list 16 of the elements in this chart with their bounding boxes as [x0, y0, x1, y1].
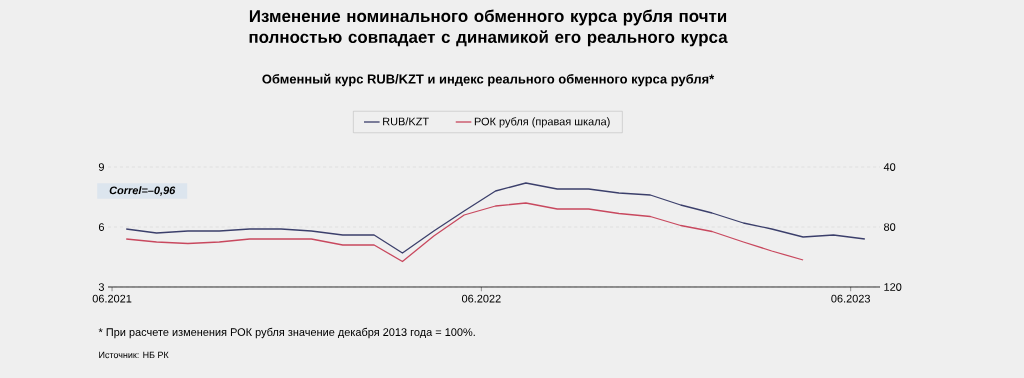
- y-tick-label: 9: [98, 163, 104, 171]
- y-tick-label: 6: [98, 223, 104, 231]
- text: * При расчете изменения РОК рубля значение декабря 2013 года = 100%.: [98, 327, 475, 339]
- chart-subtitle: Обменный курс RUB/KZT и индекс реального обменного курса рубля*: [262, 73, 715, 87]
- legend-label: RUB/KZT: [383, 117, 429, 126]
- x-tick-label: 06.2023: [831, 294, 870, 303]
- text: Источник: НБ РК: [99, 351, 169, 359]
- legend-label: РОК рубля (правая шкала): [474, 117, 610, 128]
- x-tick-label: 06.2021: [92, 294, 132, 303]
- y2-tick-label: 120: [884, 283, 902, 291]
- annotation: Correl=–0,96: [109, 186, 176, 196]
- y2-tick-label: 40: [883, 163, 896, 171]
- y2-tick-label: 80: [884, 223, 896, 231]
- x-tick-label: 06.2022: [461, 294, 501, 303]
- y-tick-label: 3: [98, 283, 104, 291]
- chart-title: Изменение номинального обменного курса рубля почти полностью совпадает с динамикой его реального курса: [249, 9, 728, 47]
